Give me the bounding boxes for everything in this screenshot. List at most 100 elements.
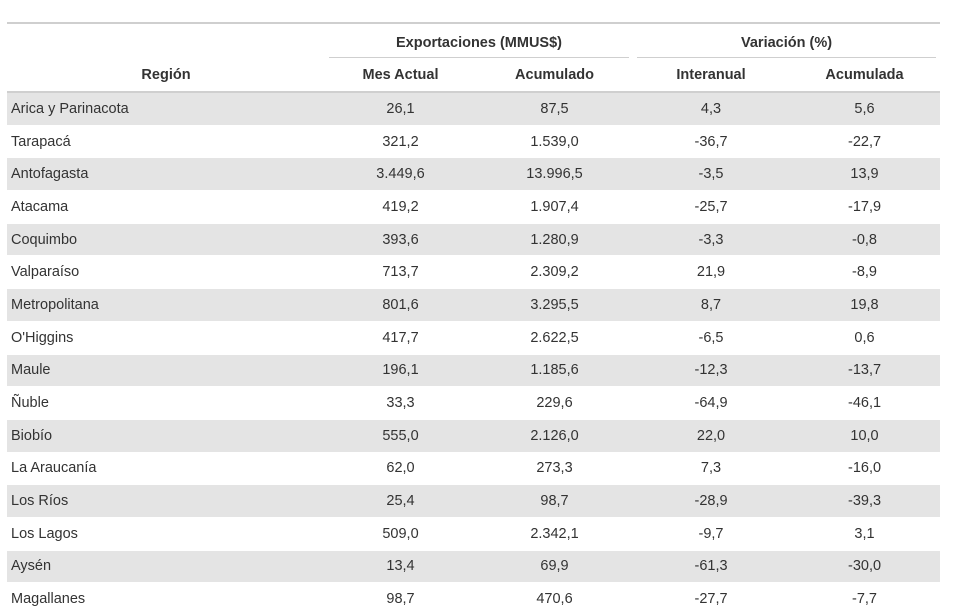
- cell-interanual: -12,3: [633, 354, 790, 388]
- cell-mes-actual: 321,2: [325, 125, 476, 159]
- cell-acumulado: 229,6: [476, 386, 634, 420]
- header-exports-group-label: Exportaciones (MMUS$): [396, 34, 562, 51]
- cell-region: Antofagasta: [7, 157, 325, 192]
- cell-acumulada: -22,7: [789, 125, 941, 159]
- cell-acumulado: 273,3: [476, 452, 634, 486]
- table-row: Atacama 419,2 1.907,4 -25,7 -17,9: [7, 190, 941, 224]
- cell-acumulada: -8,9: [789, 255, 941, 290]
- cell-interanual: 21,9: [633, 255, 790, 290]
- cell-region: Biobío: [7, 419, 325, 453]
- header-variation-group-label: Variación (%): [740, 34, 833, 51]
- cell-region: Arica y Parinacota: [7, 92, 325, 126]
- cell-acumulado: 2.342,1: [476, 517, 634, 551]
- header-exports-group: Exportaciones (MMUS$): [325, 22, 633, 59]
- cell-acumulado: 13.996,5: [476, 157, 634, 192]
- cell-region: Metropolitana: [7, 288, 325, 322]
- table-body: Arica y Parinacota 26,1 87,5 4,3 5,6 Tar…: [7, 92, 941, 616]
- cell-interanual: 4,3: [633, 92, 790, 126]
- cell-region: Aysén: [7, 550, 325, 584]
- table-row: Metropolitana 801,6 3.295,5 8,7 19,8: [7, 288, 941, 322]
- cell-mes-actual: 196,1: [325, 354, 476, 388]
- exports-by-region-table: Exportaciones (MMUS$) Variación (%) Regi…: [7, 22, 941, 616]
- cell-region: Coquimbo: [7, 223, 325, 257]
- cell-acumulada: 3,1: [789, 517, 941, 551]
- cell-interanual: 8,7: [633, 288, 790, 322]
- cell-acumulado: 98,7: [476, 484, 634, 518]
- cell-region: Maule: [7, 354, 325, 388]
- header-group-row: Exportaciones (MMUS$) Variación (%): [7, 22, 940, 59]
- header-mes-actual: Mes Actual: [325, 59, 476, 93]
- cell-mes-actual: 26,1: [325, 92, 476, 126]
- cell-acumulada: 0,6: [789, 321, 941, 355]
- cell-interanual: -3,3: [633, 223, 790, 257]
- table-row: Biobío 555,0 2.126,0 22,0 10,0: [7, 419, 941, 453]
- cell-interanual: -27,7: [633, 582, 790, 616]
- cell-acumulada: 10,0: [789, 419, 941, 453]
- table-row: Tarapacá 321,2 1.539,0 -36,7 -22,7: [7, 125, 941, 159]
- cell-mes-actual: 555,0: [325, 419, 476, 453]
- table-row: Aysén 13,4 69,9 -61,3 -30,0: [7, 550, 941, 584]
- cell-acumulada: 19,8: [789, 288, 941, 322]
- cell-interanual: -9,7: [633, 517, 790, 551]
- cell-interanual: 7,3: [633, 452, 790, 486]
- cell-region: Magallanes: [7, 582, 325, 616]
- cell-region: Los Ríos: [7, 484, 325, 518]
- header-acumulada: Acumulada: [789, 59, 941, 93]
- cell-mes-actual: 417,7: [325, 321, 476, 355]
- cell-interanual: -25,7: [633, 190, 790, 224]
- cell-acumulado: 2.126,0: [476, 419, 634, 453]
- cell-interanual: -36,7: [633, 125, 790, 159]
- cell-acumulada: 13,9: [789, 157, 941, 192]
- top-rule: [7, 22, 940, 24]
- table-row: O'Higgins 417,7 2.622,5 -6,5 0,6: [7, 321, 941, 355]
- cell-interanual: 22,0: [633, 419, 790, 453]
- table-header: Exportaciones (MMUS$) Variación (%) Regi…: [7, 22, 941, 93]
- cell-mes-actual: 98,7: [325, 582, 476, 616]
- table-row: Maule 196,1 1.185,6 -12,3 -13,7: [7, 354, 941, 388]
- cell-acumulada: -17,9: [789, 190, 941, 224]
- cell-mes-actual: 25,4: [325, 484, 476, 518]
- cell-acumulada: -16,0: [789, 452, 941, 486]
- cell-acumulado: 2.622,5: [476, 321, 634, 355]
- exports-table-container: Exportaciones (MMUS$) Variación (%) Regi…: [7, 22, 941, 616]
- cell-acumulada: -46,1: [789, 386, 941, 420]
- cell-region: O'Higgins: [7, 321, 325, 355]
- cell-acumulado: 1.539,0: [476, 125, 634, 159]
- cell-acumulada: -0,8: [789, 223, 941, 257]
- cell-mes-actual: 509,0: [325, 517, 476, 551]
- header-region: Región: [7, 59, 325, 93]
- cell-acumulado: 1.185,6: [476, 354, 634, 388]
- cell-acumulado: 1.907,4: [476, 190, 634, 224]
- cell-region: Ñuble: [7, 386, 325, 420]
- table-row: Magallanes 98,7 470,6 -27,7 -7,7: [7, 582, 941, 616]
- header-interanual: Interanual: [633, 59, 790, 93]
- cell-mes-actual: 3.449,6: [325, 157, 476, 192]
- cell-acumulado: 470,6: [476, 582, 634, 616]
- header-variation-underline: [637, 57, 937, 58]
- header-column-row: Región Mes Actual Acumulado Interanual A…: [7, 59, 941, 93]
- cell-mes-actual: 801,6: [325, 288, 476, 322]
- cell-acumulado: 1.280,9: [476, 223, 634, 257]
- table-row: Los Lagos 509,0 2.342,1 -9,7 3,1: [7, 517, 941, 551]
- cell-acumulado: 69,9: [476, 550, 634, 584]
- table-row: La Araucanía 62,0 273,3 7,3 -16,0: [7, 452, 941, 486]
- table-row: Ñuble 33,3 229,6 -64,9 -46,1: [7, 386, 941, 420]
- cell-acumulada: 5,6: [789, 92, 941, 126]
- cell-interanual: -61,3: [633, 550, 790, 584]
- cell-acumulado: 2.309,2: [476, 255, 634, 290]
- cell-region: Los Lagos: [7, 517, 325, 551]
- header-exports-underline: [329, 57, 630, 58]
- cell-region: Valparaíso: [7, 255, 325, 290]
- cell-acumulada: -13,7: [789, 354, 941, 388]
- cell-region: Atacama: [7, 190, 325, 224]
- table-row: Arica y Parinacota 26,1 87,5 4,3 5,6: [7, 92, 941, 126]
- table-row: Coquimbo 393,6 1.280,9 -3,3 -0,8: [7, 223, 941, 257]
- cell-mes-actual: 713,7: [325, 255, 476, 290]
- table-row: Valparaíso 713,7 2.309,2 21,9 -8,9: [7, 255, 941, 290]
- cell-region: Tarapacá: [7, 125, 325, 159]
- cell-interanual: -6,5: [633, 321, 790, 355]
- cell-mes-actual: 33,3: [325, 386, 476, 420]
- table-row: Antofagasta 3.449,6 13.996,5 -3,5 13,9: [7, 157, 941, 192]
- cell-interanual: -3,5: [633, 157, 790, 192]
- cell-interanual: -64,9: [633, 386, 790, 420]
